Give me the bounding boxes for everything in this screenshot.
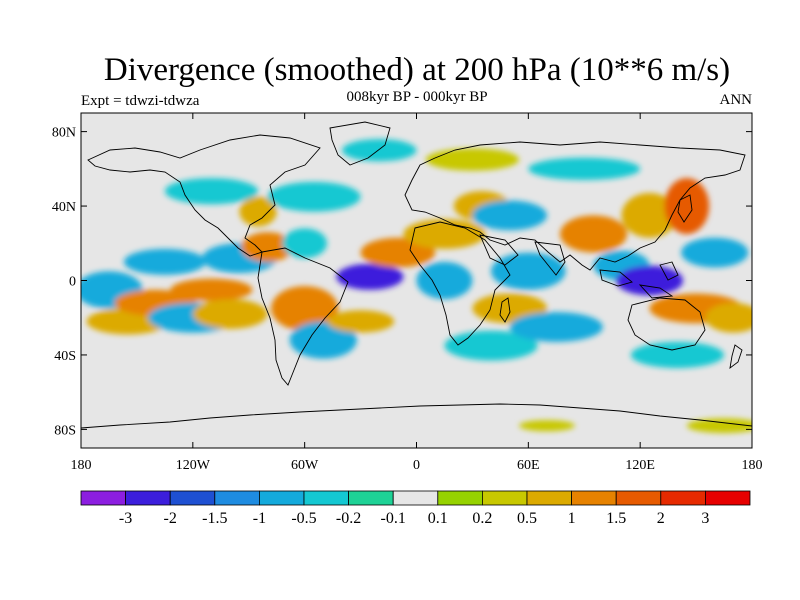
field-region — [472, 200, 547, 231]
colorbar-swatch — [392, 490, 439, 506]
colorbar-label: 0.5 — [517, 510, 537, 527]
field-region — [336, 263, 404, 290]
colorbar-swatch — [125, 490, 171, 506]
experiment-label: Expt = tdwzi-tdwza — [81, 93, 200, 109]
field-region — [686, 418, 752, 434]
field-region — [239, 196, 277, 227]
colorbar-label: 3 — [701, 510, 709, 527]
lat-tick-label: 80S — [54, 423, 76, 438]
colorbar-swatch — [80, 490, 126, 506]
colorbar-label: -2 — [164, 510, 177, 527]
coastline-new-zealand — [729, 344, 743, 370]
lon-tick-label: 120W — [176, 458, 211, 473]
axis-ticks: 180 120W 60W 0 60E 120E 180 80N 40N 0 40S 80S — [52, 113, 763, 473]
lat-tick-label: 0 — [69, 275, 76, 290]
field-region — [403, 219, 486, 249]
field-region — [528, 157, 641, 180]
field-region — [509, 312, 603, 342]
coastline-north-america — [87, 134, 321, 257]
period-label: 008kyr BP - 000kyr BP — [346, 89, 488, 105]
colorbar-swatch — [705, 490, 751, 506]
colorbar-label: -0.5 — [291, 510, 316, 527]
coastline-south-america — [257, 247, 349, 386]
lon-tick-label: 0 — [413, 458, 420, 473]
lon-tick-label: 60W — [291, 458, 319, 473]
coastline-japan — [677, 194, 693, 223]
colorbar-label: 0.2 — [472, 510, 492, 527]
coastline-arabia — [479, 234, 519, 266]
field-region — [519, 420, 575, 432]
field-region — [621, 193, 678, 238]
field-region — [267, 181, 361, 212]
colorbar-label: -3 — [119, 510, 132, 527]
field-region — [123, 248, 206, 275]
coastline-eurasia — [404, 141, 746, 271]
lon-tick-label: 60E — [517, 458, 540, 473]
field-region — [164, 178, 259, 205]
coastline-southeast-asia — [599, 261, 679, 299]
field-region — [425, 148, 520, 171]
colorbar-label: -1 — [253, 510, 266, 527]
colorbar-label: -1.5 — [202, 510, 227, 527]
colorbar-label: 1 — [568, 510, 576, 527]
field-region — [615, 265, 684, 296]
colorbar-swatch — [615, 490, 662, 506]
lon-tick-label: 120E — [625, 458, 655, 473]
field-region — [282, 228, 328, 259]
field-region — [664, 178, 710, 234]
field-region — [416, 261, 473, 300]
coastline-india — [534, 241, 566, 276]
coastline-madagascar — [499, 297, 511, 323]
field-region — [341, 139, 417, 162]
colorbar-swatch — [303, 490, 349, 506]
lon-tick-label: 180 — [71, 458, 92, 473]
coastlines — [81, 121, 752, 429]
field-region — [491, 252, 566, 290]
colorbar-swatch — [348, 490, 394, 506]
field-region — [705, 302, 752, 333]
field-region — [327, 310, 395, 333]
field-region — [170, 278, 253, 301]
colorbar-swatch — [214, 490, 260, 506]
coastline-greenland — [329, 121, 391, 166]
lat-tick-label: 40N — [52, 200, 76, 215]
colorbar-swatch — [571, 490, 617, 506]
divergence-field — [81, 139, 752, 434]
field-region — [192, 299, 268, 329]
colorbar-swatch — [526, 490, 572, 506]
field-region — [289, 321, 357, 359]
coastline-antarctica — [81, 403, 752, 429]
colorbar-swatch — [258, 490, 305, 506]
field-region — [630, 341, 725, 368]
lat-tick-label: 80N — [52, 126, 76, 141]
colorbar-label: 2 — [657, 510, 665, 527]
colorbar: -3 -2 -1.5 -1 -0.5 -0.2 -0.1 0.1 0.2 0.5 1 1.5 2 3 — [80, 490, 751, 527]
colorbar-label: -0.2 — [336, 510, 361, 527]
coastline-australia — [627, 297, 706, 351]
field-region — [681, 237, 749, 268]
colorbar-swatch — [481, 490, 528, 506]
colorbar-label: -0.1 — [381, 510, 406, 527]
lat-tick-label: 40S — [54, 349, 76, 364]
map-title: Divergence (smoothed) at 200 hPa (10**6 … — [103, 52, 731, 88]
lon-tick-label: 180 — [742, 458, 763, 473]
field-region — [560, 215, 628, 253]
colorbar-swatch — [437, 490, 483, 506]
season-label: ANN — [719, 92, 753, 108]
field-region — [271, 286, 339, 331]
colorbar-label: 1.5 — [606, 510, 626, 527]
colorbar-swatch — [169, 490, 216, 506]
colorbar-label: 0.1 — [428, 510, 448, 527]
colorbar-swatch — [660, 490, 706, 506]
